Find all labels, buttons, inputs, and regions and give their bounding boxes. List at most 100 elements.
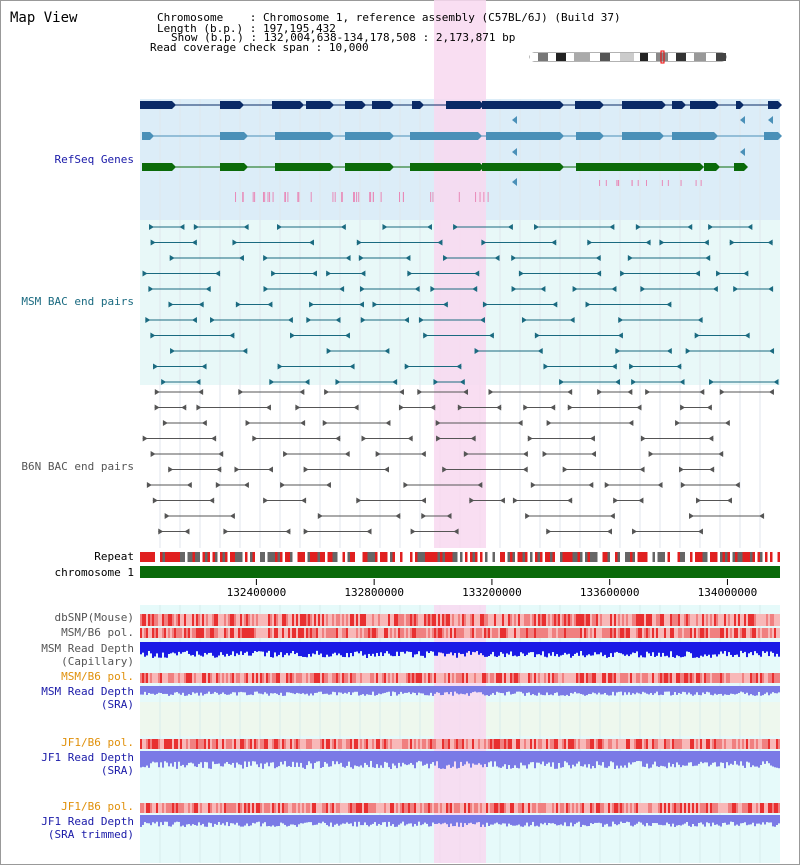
track-label-refseq[interactable]: RefSeq Genes (54, 153, 134, 166)
depth-bar (422, 642, 424, 656)
pol-heat-cell (470, 614, 472, 626)
pol-heat-cell (342, 614, 344, 626)
depth-bar (416, 642, 418, 655)
pol-heat-cell (742, 739, 744, 749)
pol-heat-cell (726, 673, 728, 683)
pol-heat-cell (266, 739, 268, 749)
pol-heat-cell (344, 628, 346, 638)
track-label-jf1-depth-sra-1[interactable]: JF1 Read Depth (41, 751, 134, 764)
depth-bar (222, 686, 224, 693)
depth-bar (252, 686, 254, 696)
depth-bar (242, 686, 244, 693)
depth-bar (514, 686, 516, 694)
depth-bar (294, 751, 296, 768)
track-label-b6n-bac[interactable]: B6N BAC end pairs (21, 460, 134, 473)
gene-marker (740, 148, 745, 156)
b6n-bac-end (300, 420, 306, 426)
msm-bac-end (666, 301, 672, 308)
depth-bar (722, 815, 724, 824)
depth-bar (606, 815, 608, 824)
track-label-msm-b6-pol-2[interactable]: MSM/B6 pol. (61, 670, 134, 683)
depth-bar (572, 815, 574, 827)
track-label-msm-b6-pol-1[interactable]: MSM/B6 pol. (61, 626, 134, 639)
depth-bar (750, 751, 752, 768)
msm-bac-end (767, 239, 773, 246)
pol-heat-cell (646, 803, 648, 813)
depth-bar (556, 815, 558, 826)
pol-heat-cell (398, 614, 400, 626)
depth-bar (444, 686, 446, 693)
pol-heat-cell (396, 628, 398, 638)
track-label-msm-depth-sra-1[interactable]: MSM Read Depth (41, 685, 134, 698)
pol-heat-cell (160, 628, 162, 638)
track-label-chromosome[interactable]: chromosome 1 (54, 566, 134, 579)
depth-bar (612, 751, 614, 763)
ideogram-band (574, 53, 590, 61)
pol-heat-cell (294, 628, 296, 638)
track-label-jf1-b6-pol-2[interactable]: JF1/B6 pol. (61, 800, 134, 813)
depth-bar (224, 815, 226, 826)
pol-heat-cell (716, 673, 718, 683)
pol-heat-cell (230, 614, 232, 626)
depth-bar (474, 686, 476, 692)
pol-heat-cell (626, 803, 628, 813)
repeat-block (202, 552, 205, 562)
depth-bar (522, 686, 524, 694)
depth-bar (608, 751, 610, 767)
depth-bar (508, 642, 510, 655)
depth-bar (256, 815, 258, 823)
pol-heat-cell (322, 673, 324, 683)
track-label-jf1-b6-pol-1[interactable]: JF1/B6 pol. (61, 736, 134, 749)
msm-bac-end (676, 363, 682, 370)
pol-heat-cell (668, 614, 670, 626)
depth-bar (142, 815, 144, 825)
repeat-block (517, 552, 520, 562)
gene-arrow (390, 132, 394, 140)
repeat-block (587, 552, 590, 562)
depth-bar (398, 642, 400, 656)
pol-heat-cell (608, 673, 610, 683)
track-label-msm-depth-cap-1[interactable]: MSM Read Depth (41, 642, 134, 655)
track-label-msm-bac[interactable]: MSM BAC end pairs (21, 295, 134, 308)
depth-bar (278, 751, 280, 767)
depth-bar (238, 642, 240, 655)
depth-bar (446, 751, 448, 766)
depth-bar (586, 642, 588, 656)
pol-heat-cell (760, 739, 762, 749)
gene-marker (512, 178, 517, 186)
depth-bar (326, 815, 328, 826)
pol-heat-cell (694, 614, 696, 626)
pol-heat-cell (440, 614, 442, 626)
msm-bac-end (263, 255, 269, 261)
pol-heat-cell (604, 628, 606, 638)
pol-heat-cell (644, 673, 646, 683)
pol-heat-cell (290, 614, 292, 626)
repeat-block (162, 552, 165, 562)
track-label-repeat[interactable]: Repeat (94, 550, 134, 563)
track-label-dbsnp[interactable]: dbSNP(Mouse) (54, 611, 134, 624)
depth-bar (264, 751, 266, 764)
depth-bar (400, 686, 402, 692)
depth-bar (776, 815, 778, 826)
pol-heat-cell (556, 614, 558, 626)
pol-heat-cell (640, 614, 642, 626)
depth-bar (632, 751, 634, 763)
pol-heat-cell (166, 614, 168, 626)
pol-heat-cell (364, 739, 366, 749)
depth-bar (156, 751, 158, 763)
depth-bar (592, 642, 594, 656)
pol-heat-cell (620, 614, 622, 626)
pol-heat-cell (596, 739, 598, 749)
depth-bar (524, 686, 526, 696)
depth-bar (526, 642, 528, 655)
pol-heat-cell (392, 739, 394, 749)
gene-arrow (700, 163, 704, 171)
pol-heat-cell (272, 614, 274, 626)
pol-heat-cell (356, 614, 358, 626)
depth-bar (658, 642, 660, 653)
track-label-jf1-depth-trim-1[interactable]: JF1 Read Depth (41, 815, 134, 828)
depth-bar (772, 686, 774, 693)
pol-heat-cell (200, 673, 202, 683)
pol-heat-cell (158, 614, 160, 626)
